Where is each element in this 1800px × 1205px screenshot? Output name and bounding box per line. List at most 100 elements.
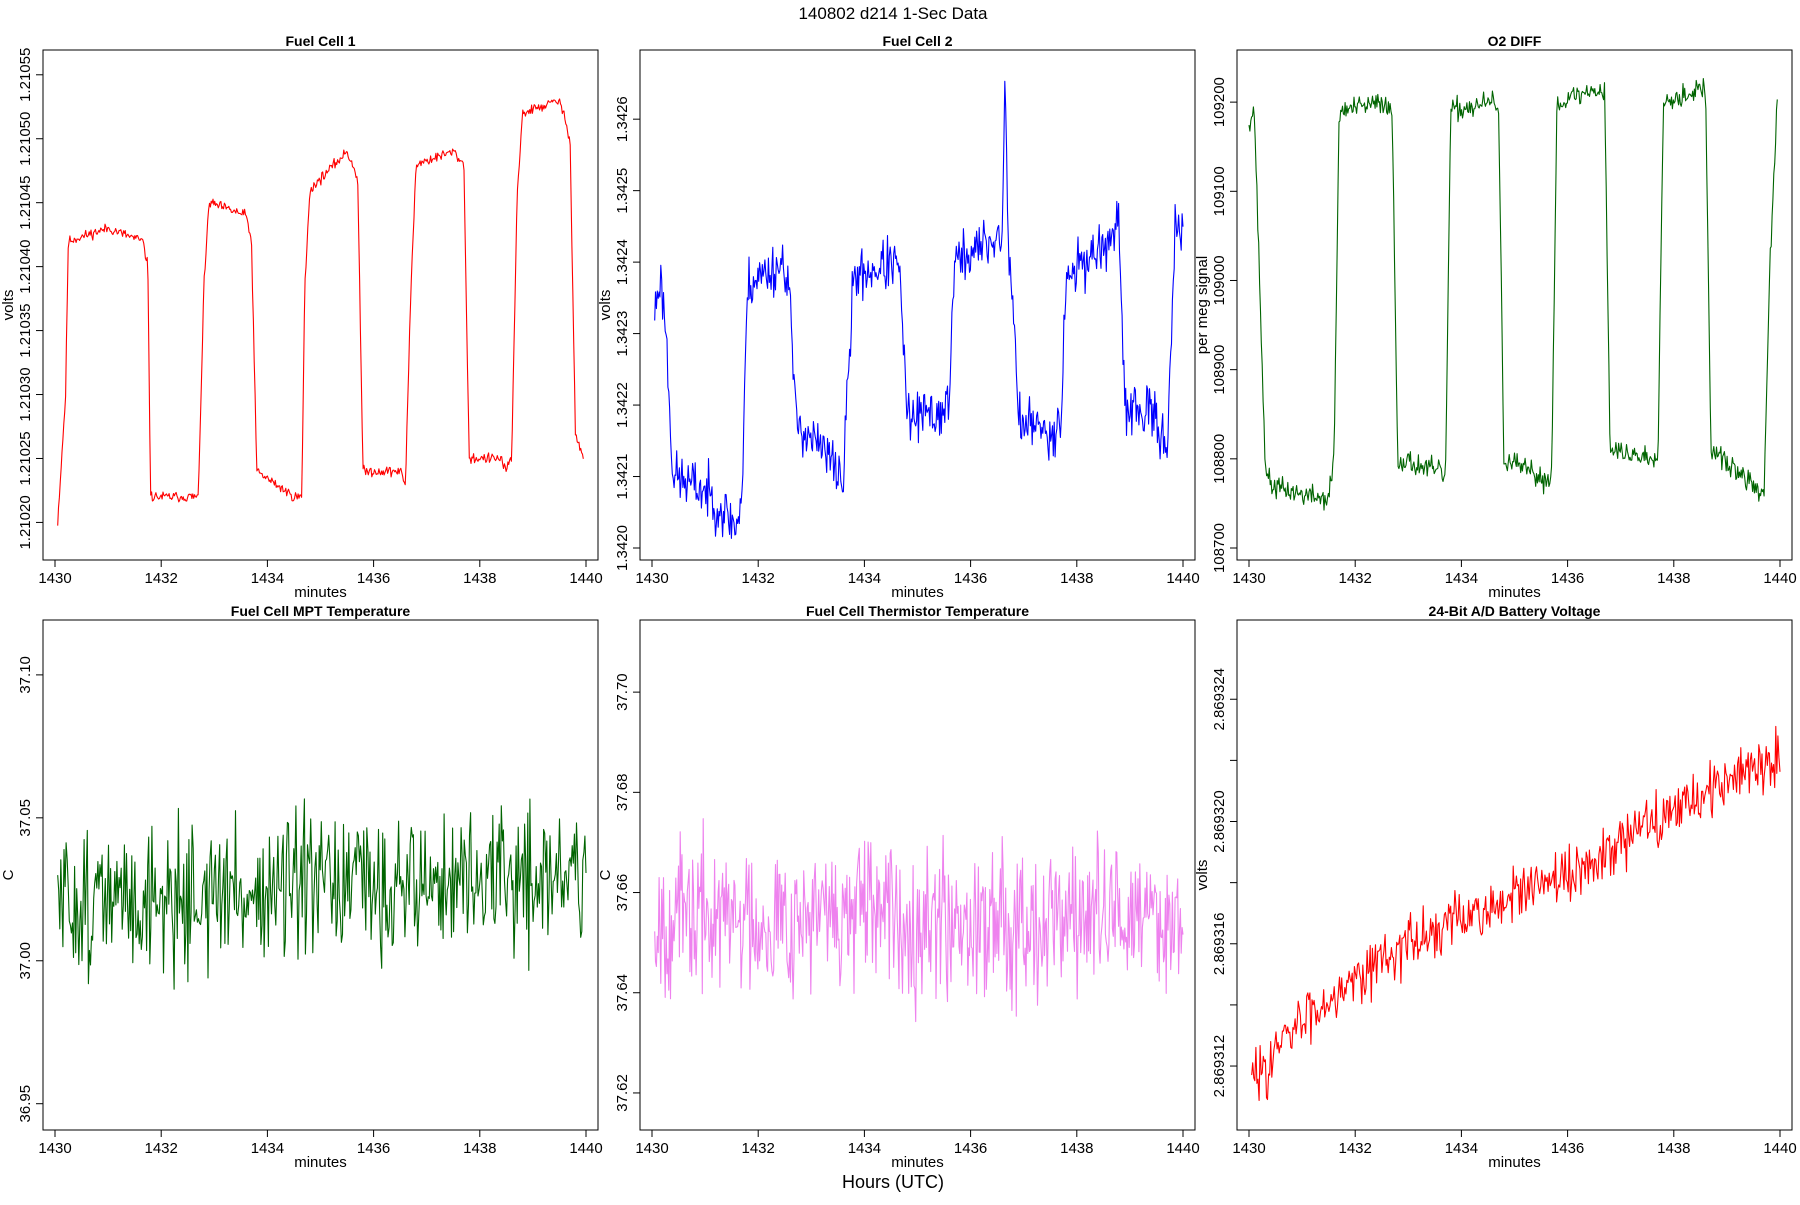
panel-title: O2 DIFF [1488,33,1542,49]
x-tick-label: 1432 [742,1140,775,1157]
x-axis-label: minutes [294,1154,347,1171]
y-axis-label: volts [597,290,614,321]
x-axis: 1430 1432 1434 1436 1438 1440 [635,559,1200,587]
x-tick-label: 1430 [635,1140,668,1157]
x-tick-label: 1432 [145,1140,178,1157]
y-tick-label: 108900 [1211,345,1228,395]
x-axis: 1430 1432 1434 1436 1438 1440 [38,559,603,587]
y-axis: 2.869312 2.869316 2.869320 2.869324 [1211,668,1238,1098]
series-line [654,818,1184,1023]
x-axis: 1430 1432 1434 1436 1438 1440 [1232,559,1797,587]
y-tick-label: 37.05 [17,799,34,837]
y-tick-label: 1.3421 [614,454,631,500]
y-tick-label: 109100 [1211,166,1228,216]
x-tick-label: 1430 [635,570,668,587]
y-tick-label: 1.3425 [614,168,631,214]
x-tick-label: 1430 [1232,570,1265,587]
x-tick-label: 1438 [463,1140,496,1157]
x-tick-label: 1434 [1445,570,1478,587]
y-tick-label: 37.10 [17,656,34,694]
x-tick-label: 1438 [1060,1140,1093,1157]
x-tick-label: 1440 [1166,1140,1199,1157]
y-tick-label: 108700 [1211,523,1228,573]
x-tick-label: 1438 [1657,570,1690,587]
series-line [654,80,1184,539]
x-tick-label: 1436 [954,570,987,587]
panel-5: Fuel Cell Thermistor Temperature 1430 1432… [597,603,1200,1171]
plot-frame [1236,619,1793,1131]
panel-title: Fuel Cell MPT Temperature [231,603,411,619]
y-axis: 1.3420 1.3421 1.3422 1.3423 1.3424 1.3425 1.34… [614,96,641,571]
y-axis-label: C [0,869,17,880]
y-axis-label: volts [1194,860,1211,891]
y-tick-label: 1.21025 [17,431,34,485]
x-tick-label: 1436 [954,1140,987,1157]
x-tick-label: 1434 [848,570,881,587]
y-tick-label: 1.21040 [17,240,34,294]
x-tick-label: 1430 [38,570,71,587]
figure-title: 140802 d214 1-Sec Data [798,4,988,23]
panel-title: 24-Bit A/D Battery Voltage [1429,603,1601,619]
y-tick-label: 1.21055 [17,48,34,102]
x-tick-label: 1434 [1445,1140,1478,1157]
x-axis: 1430 1432 1434 1436 1438 1440 [38,1129,603,1157]
y-tick-label: 37.66 [614,874,631,912]
footer-label: Hours (UTC) [842,1172,944,1192]
x-tick-label: 1438 [1657,1140,1690,1157]
y-tick-label: 108800 [1211,434,1228,484]
y-tick-label: 1.21045 [17,176,34,230]
y-axis-label: per meg signal [1194,256,1211,354]
y-tick-label: 2.869320 [1211,790,1228,853]
series-line [57,98,584,526]
y-axis: 108700 108800 108900 109000 109100 109200 [1211,77,1238,573]
x-tick-label: 1436 [357,1140,390,1157]
panel-title: Fuel Cell 1 [285,33,355,49]
y-tick-label: 2.869312 [1211,1035,1228,1098]
y-tick-label: 37.70 [614,673,631,711]
panel-title: Fuel Cell 2 [882,33,952,49]
x-tick-label: 1434 [251,570,284,587]
x-axis: 1430 1432 1434 1436 1438 1440 [1232,1129,1797,1157]
y-axis: 37.62 37.64 37.66 37.68 37.70 [614,673,641,1112]
y-tick-label: 1.3426 [614,96,631,142]
y-tick-label: 109000 [1211,255,1228,305]
x-tick-label: 1438 [1060,570,1093,587]
x-tick-label: 1434 [251,1140,284,1157]
x-axis-label: minutes [294,584,347,601]
panel-2: Fuel Cell 2 1430 1432 1434 1436 1438 1440 minut… [597,33,1200,601]
x-tick-label: 1432 [1339,1140,1372,1157]
x-tick-label: 1440 [569,570,602,587]
x-tick-label: 1436 [1551,570,1584,587]
x-tick-label: 1440 [1166,570,1199,587]
y-tick-label: 37.68 [614,774,631,812]
x-tick-label: 1440 [569,1140,602,1157]
x-tick-label: 1432 [742,570,775,587]
x-tick-label: 1440 [1763,1140,1796,1157]
x-tick-label: 1434 [848,1140,881,1157]
x-tick-label: 1430 [1232,1140,1265,1157]
x-tick-label: 1436 [357,570,390,587]
y-tick-label: 109200 [1211,77,1228,127]
y-tick-label: 2.869316 [1211,912,1228,975]
y-tick-label: 37.00 [17,942,34,980]
x-axis: 1430 1432 1434 1436 1438 1440 [635,1129,1200,1157]
x-axis-label: minutes [891,584,944,601]
y-axis: 1.21020 1.21025 1.21030 1.21035 1.21040 1.210… [17,48,44,550]
y-tick-label: 37.62 [614,1074,631,1112]
y-tick-label: 1.21035 [17,303,34,357]
y-axis-label: volts [0,290,17,321]
y-tick-label: 2.869324 [1211,668,1228,731]
x-tick-label: 1432 [1339,570,1372,587]
y-tick-label: 1.3424 [614,239,631,285]
x-tick-label: 1430 [38,1140,71,1157]
y-tick-label: 36.95 [17,1085,34,1123]
y-tick-label: 1.3422 [614,382,631,428]
y-tick-label: 1.21050 [17,112,34,166]
y-tick-label: 37.64 [614,974,631,1012]
plot-frame [639,49,1196,561]
x-tick-label: 1436 [1551,1140,1584,1157]
series-line [57,798,587,990]
y-axis-label: C [597,869,614,880]
